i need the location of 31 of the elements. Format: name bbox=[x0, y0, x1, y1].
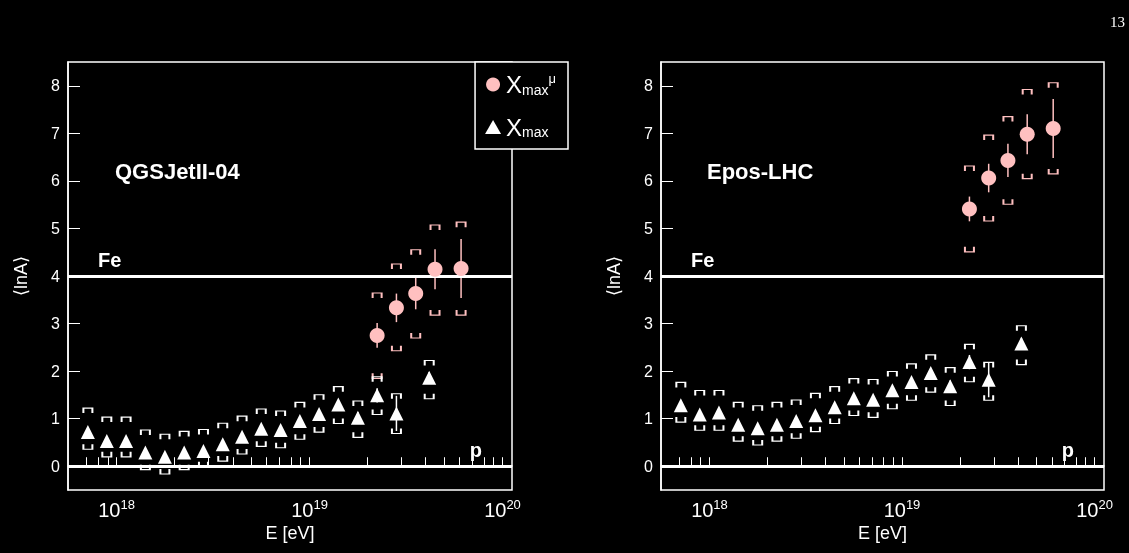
text: 13 bbox=[1110, 13, 1125, 30]
y-tick-label: 8 bbox=[644, 77, 654, 95]
x-axis-title: E [eV] bbox=[857, 523, 908, 544]
y-tick-label: 1 bbox=[644, 410, 654, 428]
y-tick-label: 8 bbox=[51, 77, 61, 95]
y-tick-label: 1 bbox=[51, 410, 61, 428]
y-axis-title: ⟨lnA⟩ bbox=[11, 255, 31, 297]
y-tick-label: 2 bbox=[644, 362, 654, 380]
text: QGSJetII-04 bbox=[115, 158, 241, 184]
y-tick-label: 7 bbox=[51, 124, 61, 142]
ref-line-label: p bbox=[1061, 439, 1074, 462]
y-tick-label: 4 bbox=[644, 267, 654, 285]
y-tick-label: 2 bbox=[51, 362, 61, 380]
ref-line-label: Fe bbox=[691, 249, 715, 271]
ref-line-label: Fe bbox=[98, 249, 122, 271]
y-tick-label: 0 bbox=[644, 457, 654, 475]
y-tick-label: 6 bbox=[644, 172, 654, 190]
y-tick-label: 5 bbox=[51, 219, 61, 237]
x-axis-title: E [eV] bbox=[265, 523, 315, 544]
y-tick-label: 6 bbox=[51, 172, 61, 190]
legend-label: Xmaxμ bbox=[506, 71, 557, 98]
y-axis-title: ⟨lnA⟩ bbox=[604, 255, 624, 297]
ref-line-label: p bbox=[469, 439, 482, 462]
y-tick-label: 3 bbox=[644, 315, 654, 333]
legend-label: Xmax bbox=[506, 113, 549, 141]
y-tick-label: 5 bbox=[644, 219, 654, 237]
y-tick-label: 0 bbox=[51, 457, 61, 475]
y-tick-label: 7 bbox=[644, 124, 654, 142]
text: Epos-LHC bbox=[707, 158, 814, 184]
y-tick-label: 4 bbox=[51, 267, 61, 285]
y-tick-label: 3 bbox=[51, 315, 61, 333]
